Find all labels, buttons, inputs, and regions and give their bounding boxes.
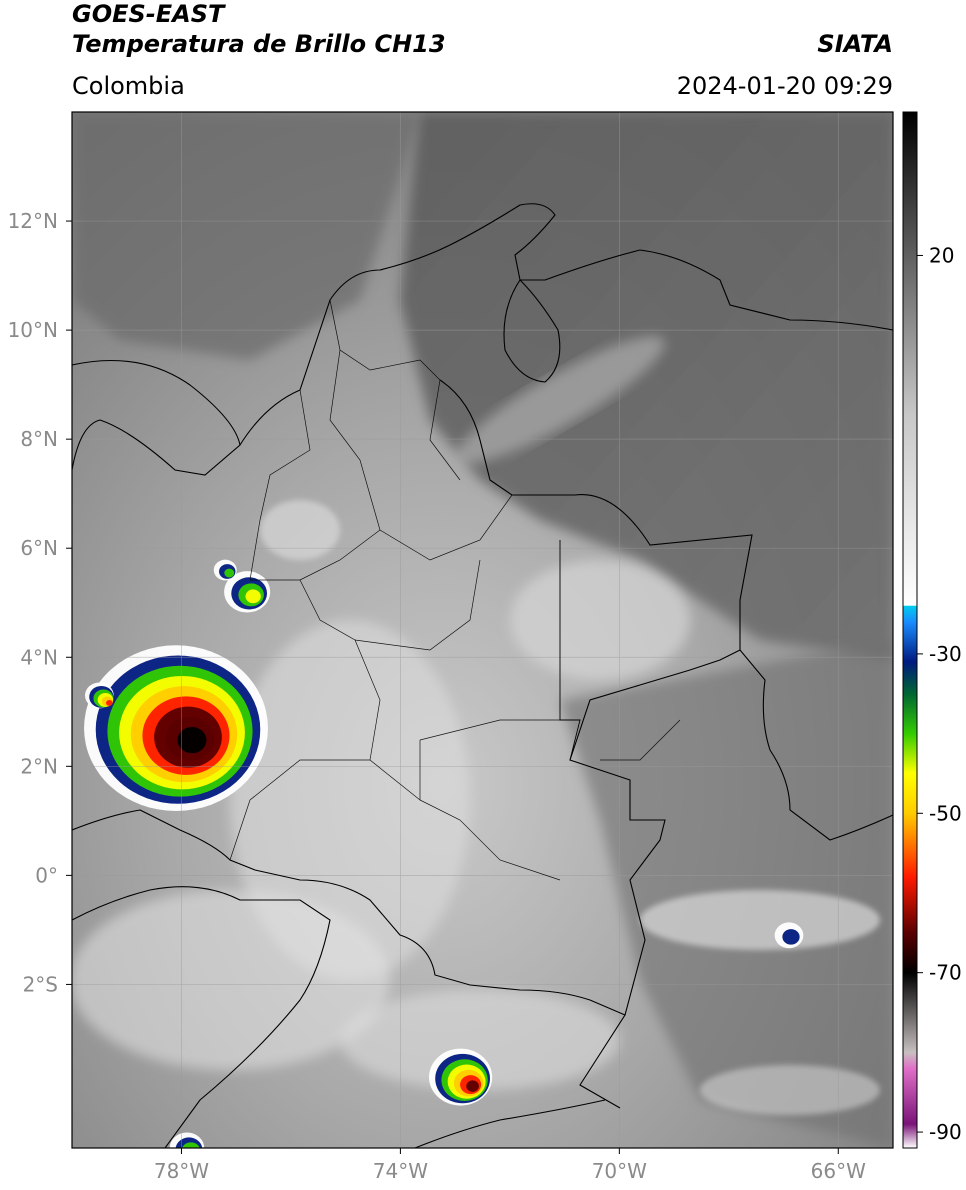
colorbar-tick-label: 20 bbox=[929, 243, 954, 267]
storm-cell-contour bbox=[190, 1147, 196, 1148]
lat-tick-label: 4°N bbox=[20, 645, 58, 669]
storm-cell-contour bbox=[245, 589, 261, 604]
lat-tick-label: 8°N bbox=[20, 427, 58, 451]
satellite-imagery bbox=[72, 112, 893, 1148]
lon-tick-label: 66°W bbox=[811, 1159, 866, 1183]
lon-tick-label: 78°W bbox=[154, 1159, 209, 1183]
storm-cell bbox=[84, 645, 268, 812]
latitude-axis: 12°N 10°N 8°N 6°N 4°N 2°N 0° 2°S bbox=[8, 209, 72, 996]
title-line-1: GOES-EAST bbox=[72, 0, 225, 28]
storm-cell-contour bbox=[175, 1137, 203, 1148]
storm-cell bbox=[169, 1132, 205, 1148]
organization-label: SIATA bbox=[817, 30, 893, 58]
lon-tick-label: 70°W bbox=[592, 1159, 647, 1183]
storm-cell-contour bbox=[106, 699, 113, 706]
country-borders bbox=[72, 203, 893, 1148]
lat-tick-label: 2°N bbox=[20, 754, 58, 778]
storm-cells bbox=[84, 559, 804, 1148]
lat-tick-label: 6°N bbox=[20, 536, 58, 560]
gridlines bbox=[72, 112, 893, 1148]
storm-cell-contour bbox=[782, 929, 800, 945]
lat-tick-label: 10°N bbox=[8, 318, 58, 342]
colorbar-gradient bbox=[903, 112, 917, 1148]
storm-cell bbox=[428, 1048, 493, 1106]
colorbar-tick-label: -50 bbox=[929, 801, 962, 825]
region-label: Colombia bbox=[72, 72, 185, 100]
storm-cell-contour bbox=[181, 1142, 200, 1148]
storm-cell-contour bbox=[177, 727, 207, 754]
lon-tick-label: 74°W bbox=[373, 1159, 428, 1183]
storm-cell bbox=[84, 682, 114, 709]
storm-cell bbox=[774, 922, 804, 949]
colorbar-tick-label: -90 bbox=[929, 1120, 962, 1144]
lat-tick-label: 0° bbox=[35, 863, 58, 887]
lat-tick-label: 12°N bbox=[8, 209, 58, 233]
lat-tick-label: 2°S bbox=[23, 972, 58, 996]
timestamp-label: 2024-01-20 09:29 bbox=[676, 72, 893, 100]
storm-cell-contour bbox=[466, 1080, 479, 1092]
colorbar: 20 -30 -50 -70 -90 bbox=[902, 111, 962, 1149]
storm-cell-contour bbox=[224, 568, 235, 578]
map-frame bbox=[71, 111, 894, 1149]
department-borders bbox=[229, 299, 681, 881]
longitude-axis: 78°W 74°W 70°W 66°W bbox=[154, 1148, 866, 1183]
colorbar-frame bbox=[902, 111, 918, 1149]
colorbar-tick-label: -70 bbox=[929, 961, 962, 985]
title-line-2: Temperatura de Brillo CH13 bbox=[72, 30, 446, 58]
storm-cell bbox=[213, 559, 237, 581]
storm-cell bbox=[224, 571, 271, 613]
colorbar-tick-label: -30 bbox=[929, 642, 962, 666]
